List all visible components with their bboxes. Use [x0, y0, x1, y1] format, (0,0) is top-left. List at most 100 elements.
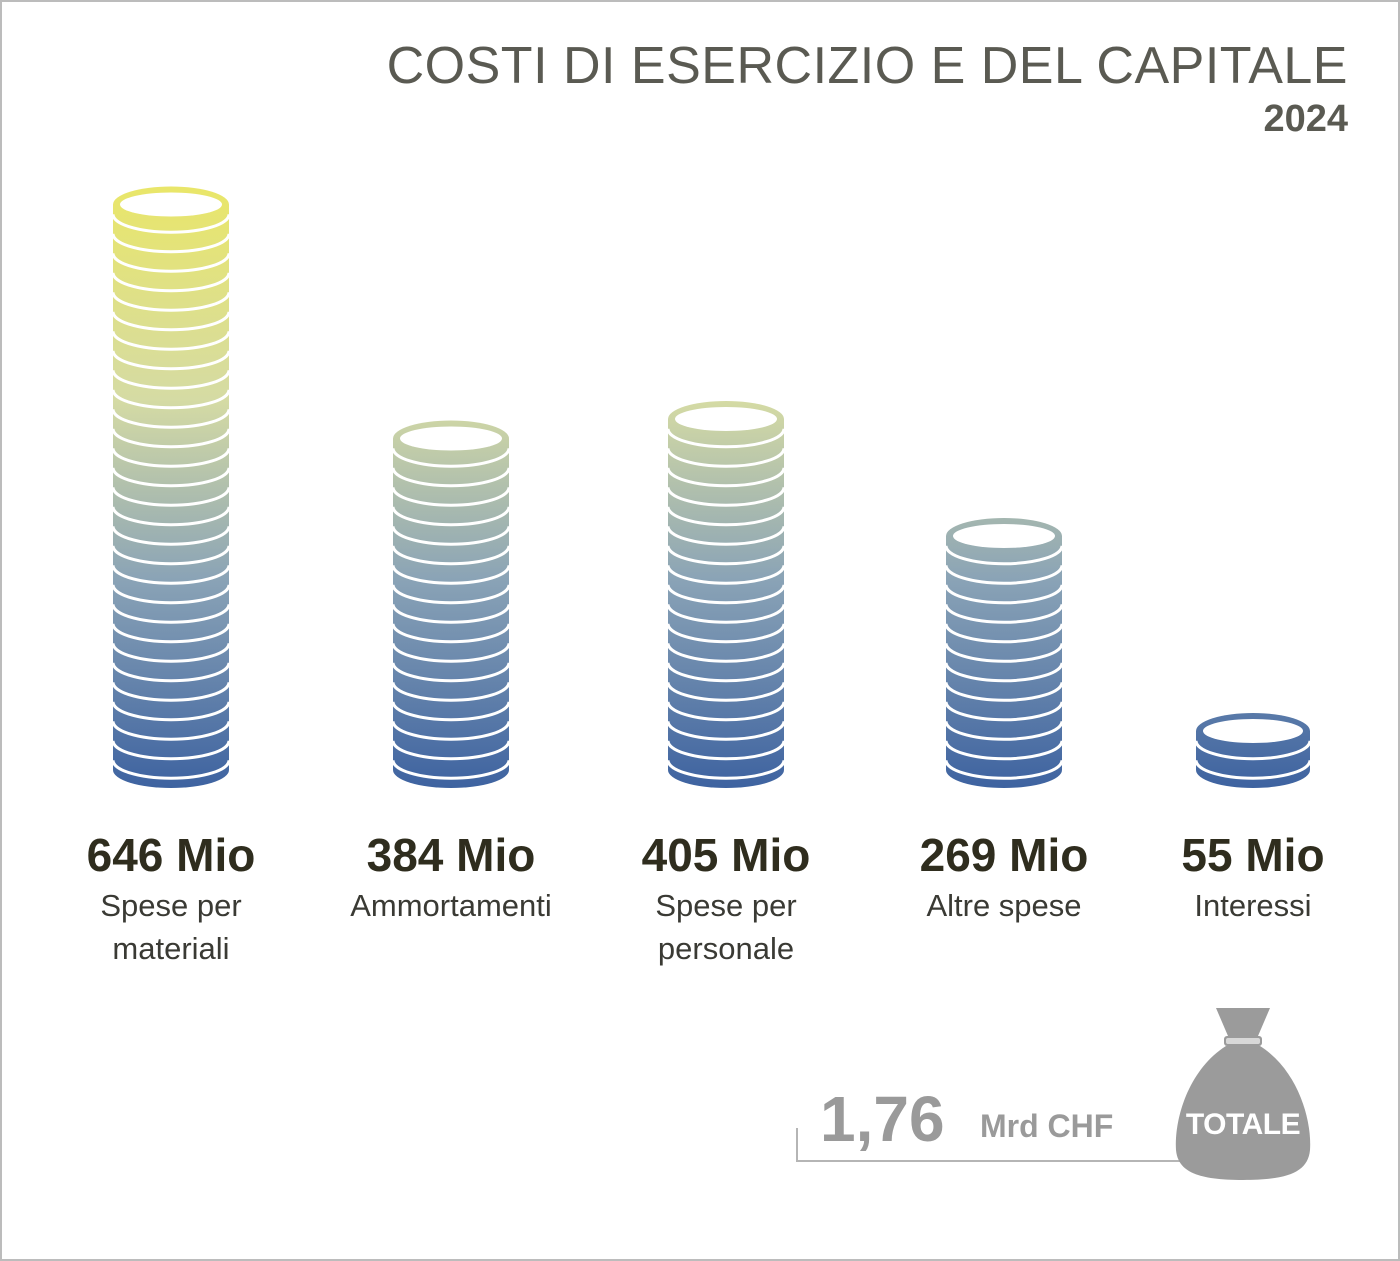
coin-separator [391, 467, 511, 488]
coin-separator [111, 292, 231, 312]
coin-stack [1194, 713, 1312, 788]
category-label: Spese per materiali [41, 884, 301, 970]
coin-stack [666, 401, 786, 788]
category-label-line: materiali [112, 931, 230, 966]
coin-separator [391, 701, 511, 722]
coin-separator [111, 721, 231, 741]
category-label: Interessi [1123, 884, 1383, 927]
coin-separator [391, 448, 511, 468]
coin-separator [111, 604, 231, 624]
coin-separator [391, 682, 511, 702]
coin-separator [666, 623, 786, 644]
coin-separator [111, 526, 231, 546]
coin-separator [111, 701, 231, 722]
coin-separator [391, 584, 511, 605]
coin-separator [111, 409, 231, 429]
category-label-line: Spese per [100, 888, 242, 923]
coin-separator [111, 233, 231, 254]
category-label-line: Spese per [655, 888, 797, 923]
coin-separator [666, 643, 786, 663]
coin-separator [111, 565, 231, 585]
coin-separator [944, 701, 1064, 722]
coin-separator [391, 526, 511, 546]
coin-separator [391, 760, 511, 780]
total-value: 1,76 [820, 1083, 945, 1155]
coin-separator [944, 545, 1064, 566]
coin-separator [111, 467, 231, 488]
value-label: 384 Mio [366, 829, 536, 881]
coin-separator [944, 760, 1064, 780]
coin-separator [666, 565, 786, 585]
chart-title: COSTI DI ESERCIZIO E DEL CAPITALE [386, 37, 1348, 95]
coin-separator [666, 740, 786, 761]
value-label: 55 Mio [1181, 829, 1325, 881]
coin-separator [391, 721, 511, 741]
coin-separator [944, 662, 1064, 683]
coin-separator [111, 253, 231, 273]
value-label: 646 Mio [86, 829, 256, 881]
coin-separator [391, 545, 511, 566]
coin-separator [111, 350, 231, 371]
category-label-line: Ammortamenti [350, 888, 552, 923]
coin-top-face [675, 407, 777, 431]
coin-stack-body [393, 420, 509, 788]
coin-separator [944, 643, 1064, 663]
coin-separator [111, 448, 231, 468]
coin-stack [391, 420, 511, 788]
coin-separator [111, 506, 231, 527]
coin-separator [111, 740, 231, 761]
coin-separator [944, 584, 1064, 605]
coin-separator [391, 623, 511, 644]
coin-separator [111, 487, 231, 507]
category-label-line: Altre spese [926, 888, 1082, 923]
coin-separator [666, 604, 786, 624]
coin-separator [666, 506, 786, 527]
coin-separator [666, 428, 786, 449]
coin-separator [391, 506, 511, 527]
coin-separator [666, 545, 786, 566]
coin-separator [666, 584, 786, 605]
coin-separator [111, 545, 231, 566]
category-label: Spese per personale [596, 884, 856, 970]
coin-top-face [120, 192, 222, 217]
coin-separator [111, 214, 231, 234]
coin-stack-body [946, 518, 1062, 788]
coin-separator [944, 682, 1064, 702]
chart-year: 2024 [1263, 98, 1348, 140]
coin-separator [666, 487, 786, 507]
coin-separator [111, 760, 231, 780]
coin-separator [666, 682, 786, 702]
coin-top-face [1203, 719, 1303, 743]
coin-separator [391, 740, 511, 761]
coin-separator [1194, 760, 1312, 780]
coin-separator [111, 428, 231, 449]
category-label: Altre spese [874, 884, 1134, 927]
coin-separator [111, 682, 231, 702]
coin-separator [111, 662, 231, 683]
coin-separator [111, 623, 231, 644]
coin-separator [944, 565, 1064, 585]
coin-separator [111, 331, 231, 351]
coin-separator [391, 604, 511, 624]
coin-stack [944, 518, 1064, 788]
coin-separator [666, 467, 786, 488]
coin-top-face [953, 524, 1055, 548]
category-label: Ammortamenti [321, 884, 581, 927]
total-bracket-line [796, 1128, 1192, 1162]
coin-separator [1194, 740, 1312, 761]
coin-separator [391, 565, 511, 585]
coin-separator [666, 448, 786, 468]
coin-separator [111, 311, 231, 332]
coin-separator [666, 662, 786, 683]
coin-separator [666, 760, 786, 780]
coin-separator [666, 526, 786, 546]
value-label: 269 Mio [919, 829, 1089, 881]
category-label-line: personale [657, 931, 795, 966]
coin-separator [111, 643, 231, 663]
money-bag-icon [1175, 1008, 1311, 1180]
value-label: 405 Mio [641, 829, 811, 881]
coin-separator [944, 623, 1064, 644]
total-badge: TOTALE [1185, 1108, 1301, 1141]
coin-separator [391, 487, 511, 507]
